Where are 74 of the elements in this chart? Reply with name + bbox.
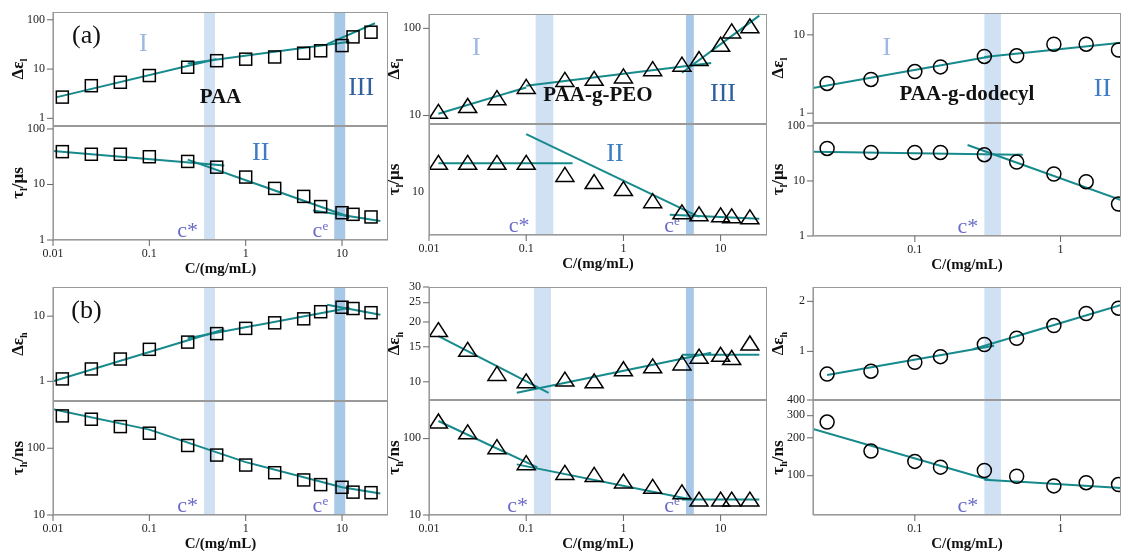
y-tick-label: 30 xyxy=(409,278,421,293)
x-tick-label: 0.1 xyxy=(907,241,923,256)
annotation: II xyxy=(606,137,624,167)
x-tick-label: 10 xyxy=(336,245,349,260)
x-tick-label: 1 xyxy=(242,245,249,260)
y-tick-label: 100 xyxy=(27,439,45,454)
x-tick-label: 0.1 xyxy=(141,520,157,535)
y-tick-label: 1 xyxy=(799,227,805,242)
x-tick-label: 0.01 xyxy=(418,520,440,535)
text: PAA-g-PEO xyxy=(543,82,653,106)
x-tick-label: 10 xyxy=(714,520,727,535)
annotation: III xyxy=(348,72,375,102)
band-label: c$^{e}$ xyxy=(312,217,329,242)
y-tick-label: 1 xyxy=(799,104,805,119)
y-tick-label: 100 xyxy=(403,20,421,35)
x-tick-label: 10 xyxy=(336,520,349,535)
y-tick-label: 10 xyxy=(409,373,421,388)
x-tick-label: 1 xyxy=(242,520,249,535)
y-tick-label: 1 xyxy=(799,343,805,358)
y-tick-label: 10 xyxy=(793,26,805,41)
annotation: II xyxy=(1093,72,1112,102)
y-tick-label: 2 xyxy=(799,293,805,308)
x-tick-label: 0.01 xyxy=(42,245,64,260)
y-tick-label: 100 xyxy=(787,117,805,132)
x-tick-label: 1 xyxy=(620,520,627,535)
text: PAA-g-dodecyl xyxy=(899,81,1035,105)
y-tick-label: 400 xyxy=(787,391,805,406)
y-tick-label: 20 xyxy=(409,313,421,328)
annotation: II xyxy=(252,137,270,167)
y-tick-label: 300 xyxy=(787,407,805,422)
x-axis-title: C/(mg/mL) xyxy=(562,255,634,272)
x-tick-label: 0.01 xyxy=(418,240,440,255)
y-tick-label: 10 xyxy=(409,506,421,521)
annotation: (a) xyxy=(72,19,101,49)
y-tick-label: 100 xyxy=(787,467,805,482)
x-axis-title: C/(mg/mL) xyxy=(184,260,257,277)
annotation: I xyxy=(882,32,892,62)
y-tick-label: 10 xyxy=(793,172,805,187)
band-label: c* xyxy=(957,213,979,238)
y-tick-label: 10 xyxy=(33,60,45,75)
x-axis-title: C/(mg/mL) xyxy=(931,535,1003,552)
annotation: I xyxy=(471,32,481,61)
y-tick-label: 10 xyxy=(33,176,45,191)
y-tick-label: 100 xyxy=(403,430,421,445)
y-tick-label: 1 xyxy=(39,373,45,388)
y-tick-label: 10 xyxy=(409,107,421,122)
x-tick-label: 0.1 xyxy=(141,245,157,260)
x-tick-label: 1 xyxy=(620,240,627,255)
x-tick-label: 0.1 xyxy=(518,520,534,535)
band-label: c* xyxy=(508,212,530,237)
x-tick-label: 1 xyxy=(1057,520,1064,535)
text: PAA xyxy=(199,84,242,108)
y-tick-label: 10 xyxy=(33,307,45,322)
annotation: III xyxy=(710,78,737,108)
band-label: c* xyxy=(177,217,199,242)
x-tick-label: 1 xyxy=(1057,241,1064,256)
x-tick-label: 0.1 xyxy=(518,240,534,255)
x-axis-title: C/(mg/mL) xyxy=(562,535,634,552)
band-label: c* xyxy=(507,492,528,517)
x-tick-label: 0.1 xyxy=(907,520,923,535)
band-label: c* xyxy=(177,492,199,517)
band-label: c* xyxy=(957,492,979,517)
y-tick-label: 15 xyxy=(409,338,421,353)
band-label: c$^{e}$ xyxy=(312,492,329,517)
annotation: (b) xyxy=(71,294,102,324)
x-tick-label: 10 xyxy=(714,240,727,255)
y-tick-label: 25 xyxy=(409,294,421,309)
x-tick-label: 0.01 xyxy=(42,520,64,535)
y-tick-label: 100 xyxy=(27,11,45,26)
y-tick-label: 10 xyxy=(33,506,45,521)
x-axis-title: C/(mg/mL) xyxy=(931,256,1003,273)
x-axis-title: C/(mg/mL) xyxy=(184,535,257,552)
annotation: I xyxy=(139,27,148,57)
y-tick-label: 200 xyxy=(787,429,805,444)
